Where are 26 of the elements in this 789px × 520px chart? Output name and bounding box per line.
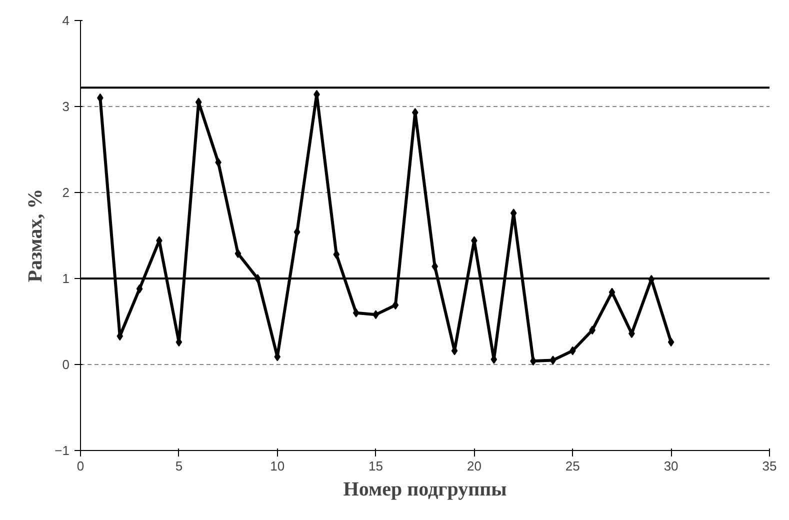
y-tick-label: 4	[62, 13, 70, 28]
point	[668, 338, 674, 347]
y-tick-label: 2	[62, 185, 70, 200]
y-axis-title: Размах, %	[24, 188, 47, 282]
x-tick-label: 10	[270, 458, 285, 474]
y-tick-label: −1	[54, 443, 70, 458]
point	[608, 288, 616, 297]
point	[569, 346, 576, 356]
x-tick-label: 20	[466, 458, 482, 474]
point	[432, 262, 438, 271]
point	[392, 300, 399, 310]
y-tick-label: 3	[62, 99, 70, 114]
y-tick-label: 1	[62, 271, 70, 286]
x-tick-label: 35	[762, 458, 777, 474]
x-tick-label: 30	[664, 458, 678, 474]
x-tick-label: 0	[76, 458, 84, 474]
x-tick-label: 25	[565, 458, 580, 474]
point	[352, 308, 360, 318]
x-tick-label: 15	[368, 458, 384, 474]
point	[294, 228, 300, 237]
point	[136, 284, 143, 294]
y-tick-label: 0	[62, 357, 70, 372]
point	[550, 356, 556, 365]
x-tick-label: 5	[175, 458, 183, 474]
x-axis-title: Номер подгруппы	[343, 478, 508, 500]
point	[234, 249, 242, 258]
